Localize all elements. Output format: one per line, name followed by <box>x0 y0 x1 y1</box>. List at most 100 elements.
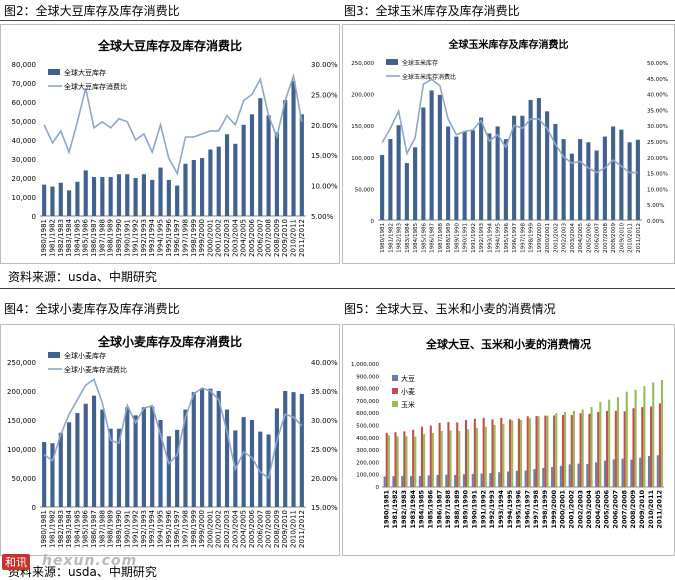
x-axis-tick-label: 1995/1996 <box>165 509 173 548</box>
x-axis-tick-label: 1993/1994 <box>497 490 505 529</box>
x-axis-tick-label: 1997/1998 <box>520 223 526 253</box>
x-axis-tick-label: 1992/1993 <box>479 223 485 253</box>
y-axis-tick-label: 700,000 <box>356 399 379 405</box>
bar-soybean <box>559 465 562 487</box>
left-axis-tick-label: 40,000 <box>12 137 37 145</box>
right-axis-tick-label: 25.00% <box>311 91 338 99</box>
x-axis-tick-label: 1997/1998 <box>181 510 189 548</box>
left-axis-tick-label: 0 <box>32 504 36 512</box>
y-axis-tick-label: 500,000 <box>356 424 379 430</box>
right-axis-tick-label: 20.00% <box>647 156 668 162</box>
x-axis-tick-label: 2001/2002 <box>567 490 575 529</box>
left-axis-tick-label: 20,000 <box>12 175 37 183</box>
bar-wheat <box>579 413 582 487</box>
bar-soybean <box>427 475 430 487</box>
bar-corn-stock <box>446 126 451 220</box>
x-axis-tick-label: 1980/1981 <box>40 510 48 548</box>
bar-soy-stock <box>291 81 296 216</box>
x-axis-tick-label: 1988/1989 <box>107 510 115 548</box>
right-axis-tick-label: 30.00% <box>311 61 338 69</box>
x-axis-tick-label: 2008/2009 <box>611 223 617 253</box>
bar-wheat-stock <box>133 415 138 507</box>
x-axis-tick-label: 1997/1998 <box>181 219 189 257</box>
bar-corn-stock <box>462 131 467 220</box>
y-axis-tick-label: 400,000 <box>356 436 379 442</box>
chart-frame <box>0 24 340 264</box>
divider-middle <box>0 288 675 289</box>
bar-soybean <box>454 474 457 487</box>
left-axis-tick-label: 80,000 <box>12 61 37 69</box>
bar-corn <box>440 431 443 487</box>
bar-corn-stock <box>561 139 566 220</box>
x-axis-tick-label: 1985/1986 <box>82 218 90 257</box>
bar-wheat-stock <box>75 413 80 507</box>
x-axis-tick-label: 1999/2000 <box>550 490 558 529</box>
y-axis-tick-label: 900,000 <box>356 374 379 380</box>
bar-soy-stock <box>116 174 122 216</box>
bar-soy-stock <box>133 178 138 216</box>
bar-corn <box>423 434 426 487</box>
bar-wheat <box>597 411 600 487</box>
legend-label-bar: 全球玉米库存 <box>402 59 438 67</box>
bar-wheat-stock <box>83 403 88 507</box>
bar-corn-stock <box>545 111 550 220</box>
x-axis-tick-label: 2003/2004 <box>585 490 593 529</box>
bar-corn <box>467 429 470 487</box>
legend-label-bar: 全球小麦库存 <box>64 351 106 360</box>
x-axis-tick-label: 1988/1989 <box>453 490 461 529</box>
bar-soy-stock <box>158 167 163 216</box>
bar-soybean <box>418 475 421 487</box>
line-corn-ratio <box>381 78 638 174</box>
bar-soy-stock <box>183 163 188 216</box>
bar-soybean <box>489 473 492 487</box>
bar-wheat-stock <box>183 409 188 507</box>
x-axis-tick-label: 2009/2010 <box>638 490 646 529</box>
bar-wheat <box>473 418 476 487</box>
source-note-top: 资料来源：usda、中期研究 <box>8 270 157 284</box>
hexun-watermark: hexun.com <box>42 553 138 569</box>
bar-corn-stock <box>396 125 401 220</box>
bar-soybean <box>498 472 501 487</box>
right-axis-tick-label: 30.00% <box>311 417 338 425</box>
x-axis-tick-label: 1986/1987 <box>90 510 98 548</box>
left-axis-tick-label: 50,000 <box>12 475 37 483</box>
bar-wheat-stock <box>158 420 163 507</box>
bar-wheat-stock <box>258 431 263 507</box>
bar-wheat <box>447 422 450 487</box>
bar-corn-stock <box>520 115 525 220</box>
x-axis-tick-label: 2010/2011 <box>290 510 298 548</box>
x-axis-tick-label: 1994/1995 <box>157 510 165 548</box>
x-axis-tick-label: 1988/1989 <box>107 219 115 257</box>
figure-3-caption: 图3：全球玉米库存及库存消费比 <box>344 4 520 18</box>
bar-soy-stock <box>100 177 105 216</box>
y-axis-tick-label: 200,000 <box>356 460 379 466</box>
x-axis-tick-label: 1990/1991 <box>123 219 131 257</box>
bar-wheat <box>650 406 653 487</box>
x-axis-tick-label: 1982/1983 <box>57 219 65 257</box>
right-axis-tick-label: 0.00% <box>647 219 664 225</box>
x-axis-tick-label: 1999/2000 <box>198 510 206 548</box>
bar-wheat <box>412 429 415 487</box>
bar-corn <box>528 418 531 487</box>
bar-corn <box>643 386 646 487</box>
chart-title: 全球小麦库存及库存消费比 <box>97 334 242 349</box>
x-axis-tick-label: 1980/1981 <box>382 490 390 529</box>
x-axis-tick-label: 2003/2004 <box>231 218 239 257</box>
x-axis-tick-label: 1991/1992 <box>132 219 140 257</box>
bar-corn <box>590 407 593 487</box>
x-axis-tick-label: 1990/1991 <box>123 510 131 548</box>
bar-wheat-stock <box>283 391 288 507</box>
bar-corn-stock <box>602 136 607 220</box>
x-axis-tick-label: 1994/1995 <box>157 219 165 257</box>
bar-wheat <box>544 415 547 487</box>
x-axis-tick-label: 1992/1993 <box>140 219 148 257</box>
bar-soybean <box>392 476 395 487</box>
bar-wheat-stock <box>108 428 113 507</box>
bar-corn <box>484 426 487 487</box>
bar-soy-stock <box>108 177 113 216</box>
x-axis-tick-label: 1981/1982 <box>48 510 56 548</box>
bar-wheat <box>509 419 512 487</box>
x-axis-tick-label: 2004/2005 <box>578 223 584 253</box>
bar-wheat <box>614 410 617 487</box>
y-axis-tick-label: 300,000 <box>356 448 379 454</box>
